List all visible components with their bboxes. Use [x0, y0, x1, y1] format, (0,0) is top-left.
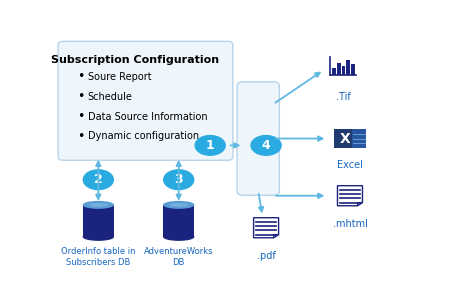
- FancyBboxPatch shape: [237, 82, 279, 195]
- Polygon shape: [253, 218, 279, 238]
- Bar: [346, 60, 350, 75]
- Bar: [332, 68, 336, 75]
- Text: Schedule: Schedule: [88, 92, 133, 102]
- Circle shape: [164, 170, 194, 189]
- FancyBboxPatch shape: [334, 129, 366, 148]
- Ellipse shape: [89, 203, 108, 207]
- Circle shape: [195, 135, 225, 155]
- Polygon shape: [337, 186, 363, 206]
- Ellipse shape: [169, 203, 188, 207]
- Text: AdventureWorks
DB: AdventureWorks DB: [144, 247, 213, 267]
- Ellipse shape: [163, 201, 194, 209]
- Text: .pdf: .pdf: [257, 251, 276, 260]
- Ellipse shape: [83, 233, 114, 241]
- Text: 3: 3: [175, 173, 183, 186]
- Text: Soure Report: Soure Report: [88, 72, 152, 82]
- Bar: [83, 205, 114, 237]
- Text: .Tif: .Tif: [336, 92, 350, 102]
- Text: Excel: Excel: [337, 160, 363, 170]
- FancyBboxPatch shape: [352, 129, 366, 148]
- Text: 1: 1: [206, 139, 215, 152]
- Text: 2: 2: [94, 173, 103, 186]
- Text: •: •: [78, 90, 85, 103]
- Text: Data Source Information: Data Source Information: [88, 112, 207, 121]
- FancyBboxPatch shape: [58, 41, 233, 160]
- Polygon shape: [274, 235, 279, 238]
- Text: •: •: [78, 130, 85, 143]
- Bar: [351, 64, 355, 75]
- Text: Dynamic configuration: Dynamic configuration: [88, 132, 199, 141]
- Text: X: X: [340, 132, 351, 146]
- Text: .mhtml: .mhtml: [332, 219, 368, 229]
- Circle shape: [251, 135, 281, 155]
- Ellipse shape: [83, 201, 114, 209]
- Text: •: •: [78, 110, 85, 123]
- Bar: [341, 66, 345, 75]
- Text: •: •: [78, 70, 85, 83]
- Text: 4: 4: [262, 139, 271, 152]
- Polygon shape: [358, 203, 363, 206]
- Bar: [336, 64, 341, 75]
- Text: OrderInfo table in
Subscribers DB: OrderInfo table in Subscribers DB: [61, 247, 136, 267]
- Bar: [163, 205, 194, 237]
- Text: Subscription Configuration: Subscription Configuration: [51, 55, 219, 65]
- Circle shape: [83, 170, 113, 189]
- Ellipse shape: [163, 233, 194, 241]
